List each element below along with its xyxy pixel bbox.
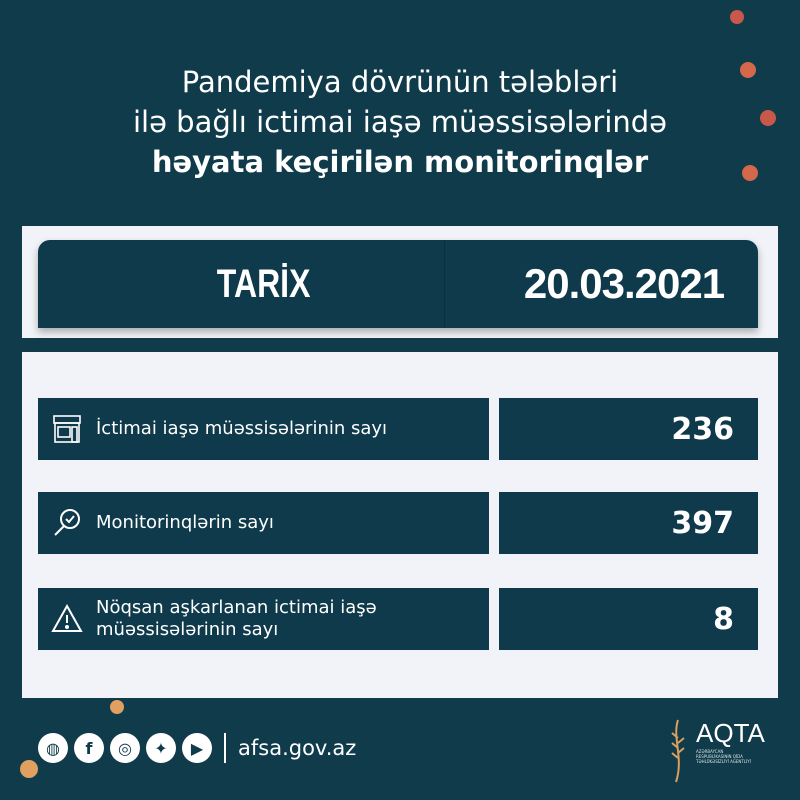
date-panel: TARİX 20.03.2021 bbox=[22, 226, 778, 338]
stat-value: 236 bbox=[499, 398, 758, 460]
logo-name: AQTA bbox=[696, 718, 765, 748]
stat-row: İctimai iaşə müəssisələrinin sayı 236 bbox=[38, 398, 758, 460]
magnifier-check-icon bbox=[54, 509, 80, 536]
store-icon bbox=[53, 415, 81, 443]
date-label: TARİX bbox=[83, 240, 445, 328]
youtube-icon[interactable]: ▶ bbox=[182, 733, 212, 763]
facebook-icon[interactable]: f bbox=[74, 733, 104, 763]
footer: ◍ f ◎ ✦ ▶ afsa.gov.az bbox=[38, 733, 356, 763]
stats-panel: İctimai iaşə müəssisələrinin sayı 236 Mo… bbox=[22, 352, 778, 698]
website-link[interactable]: afsa.gov.az bbox=[238, 736, 357, 760]
date-value: 20.03.2021 bbox=[523, 260, 725, 307]
title-line-2: ilə bağlı ictimai iaşə müəssisələrində bbox=[132, 105, 668, 139]
logo-subtitle: AZƏRBAYCAN RESPUBLİKASININ QİDA TƏHLÜKƏS… bbox=[696, 749, 751, 764]
twitter-icon[interactable]: ✦ bbox=[146, 733, 176, 763]
warning-icon bbox=[51, 603, 83, 632]
divider bbox=[224, 733, 226, 763]
stat-row: Nöqsan aşkarlanan ictimai iaşə müəssisəl… bbox=[38, 588, 758, 650]
wheat-icon bbox=[671, 719, 685, 783]
stat-label: İctimai iaşə müəssisələrinin sayı bbox=[96, 418, 388, 439]
stat-row: Monitorinqlərin sayı 397 bbox=[38, 492, 758, 554]
aqta-logo: AQTA AZƏRBAYCAN RESPUBLİKASININ QİDA TƏH… bbox=[668, 718, 765, 784]
page-title: Pandemiya dövrünün tələbləri ilə bağlı i… bbox=[0, 62, 800, 182]
title-line-1: Pandemiya dövrünün tələbləri bbox=[181, 65, 619, 99]
title-line-3: həyata keçirilən monitorinqlər bbox=[151, 145, 649, 179]
stat-value: 397 bbox=[499, 492, 758, 554]
stat-label: Nöqsan aşkarlanan ictimai iaşə müəssisəl… bbox=[96, 597, 377, 640]
instagram-icon[interactable]: ◎ bbox=[110, 733, 140, 763]
globe-icon[interactable]: ◍ bbox=[38, 733, 68, 763]
stat-label: Monitorinqlərin sayı bbox=[96, 512, 274, 533]
stat-value: 8 bbox=[499, 588, 758, 650]
